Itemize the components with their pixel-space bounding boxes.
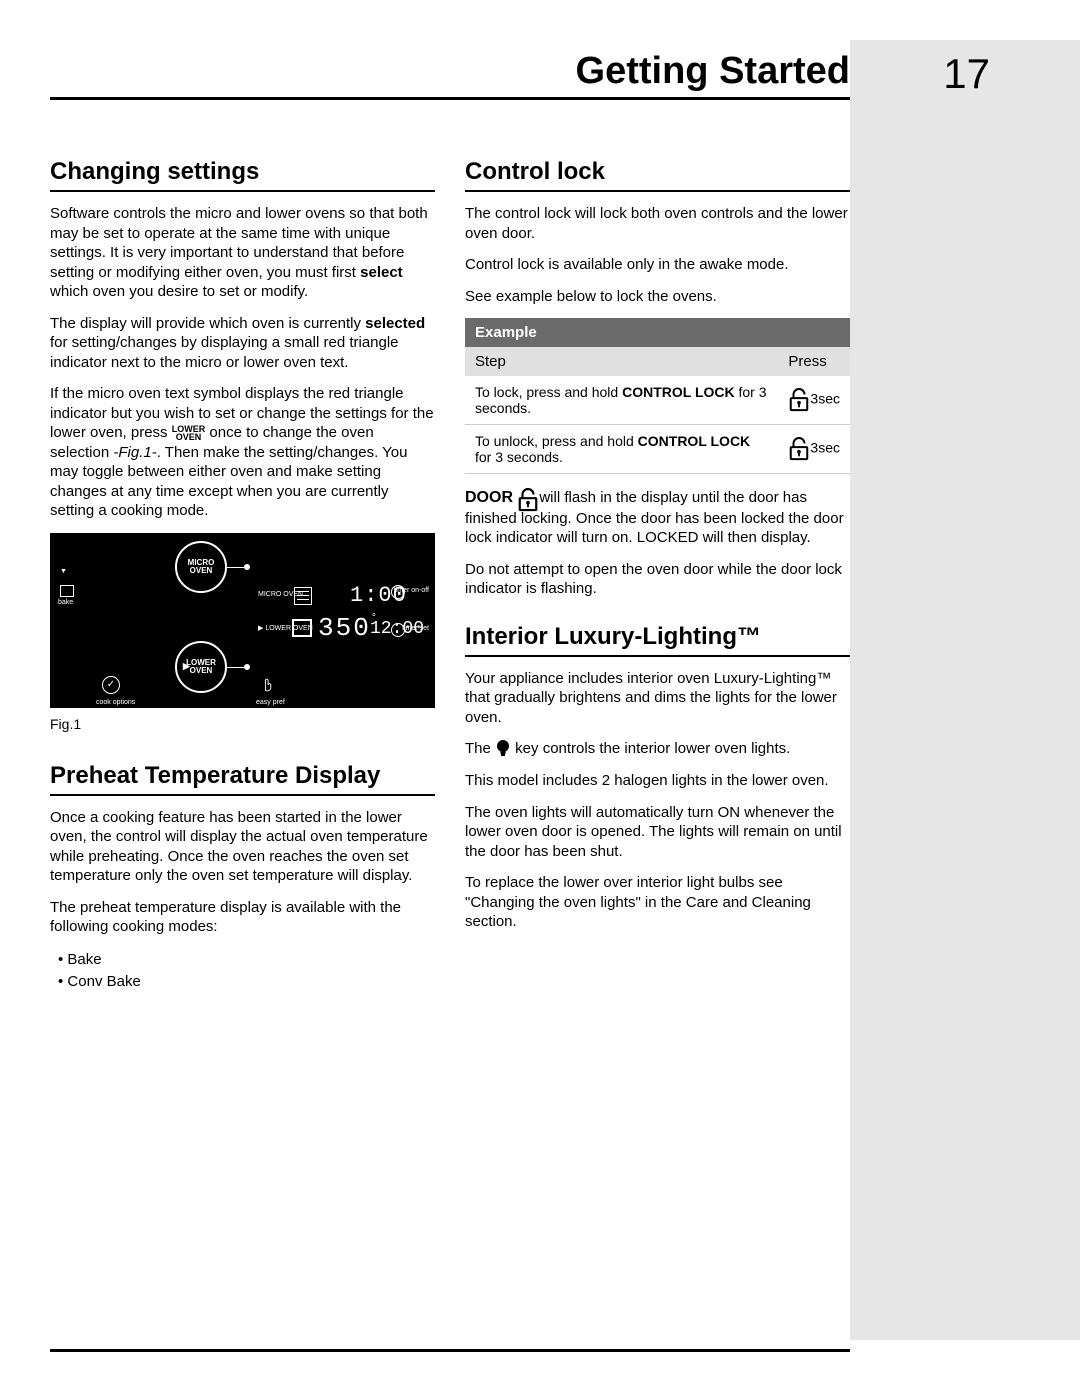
para-preheat-1: Once a cooking feature has been started … — [50, 808, 435, 886]
heading-lighting: Interior Luxury-Lighting™ — [465, 623, 850, 657]
fig-bake-label: ▼ — [60, 568, 67, 575]
bulb-icon — [495, 739, 511, 759]
play-triangle-icon: ▶ — [183, 662, 190, 671]
table-col-press: Press — [778, 347, 850, 376]
para-changing-1: Software controls the micro and lower ov… — [50, 204, 435, 302]
list-item: Bake — [58, 949, 435, 972]
preheat-modes-list: Bake Conv Bake — [50, 949, 435, 994]
fig-timer-set: timer set — [402, 625, 429, 632]
figure-1: MICRO OVEN ▶ LOWER OVEN MICRO OVEN ▶ LOW… — [50, 533, 435, 708]
lower-oven-key-inline: LOWEROVEN — [172, 425, 206, 441]
para-changing-2: The display will provide which oven is c… — [50, 314, 435, 373]
heading-preheat: Preheat Temperature Display — [50, 762, 435, 796]
header-rule — [50, 97, 850, 100]
fig-micro-oven-circle: MICRO OVEN — [175, 541, 227, 593]
para-light-3: This model includes 2 halogen lights in … — [465, 771, 850, 791]
check-icon: ✓ — [102, 676, 120, 694]
lock-icon — [788, 388, 810, 412]
para-changing-3: If the micro oven text symbol displays t… — [50, 384, 435, 521]
clock-icon — [391, 623, 405, 637]
heading-control-lock: Control lock — [465, 158, 850, 192]
page-sidebar — [850, 40, 1080, 1340]
para-preheat-2: The preheat temperature display is avail… — [50, 898, 435, 937]
lock-icon — [517, 488, 535, 508]
para-control-1: The control lock will lock both oven con… — [465, 204, 850, 243]
left-column: Changing settings Software controls the … — [50, 150, 435, 994]
para-light-2: The key controls the interior lower oven… — [465, 739, 850, 759]
heading-changing-settings: Changing settings — [50, 158, 435, 192]
list-item: Conv Bake — [58, 971, 435, 994]
fig-lower-oven-circle: ▶ LOWER OVEN — [175, 641, 227, 693]
footer-rule — [50, 1349, 850, 1352]
para-light-1: Your appliance includes interior oven Lu… — [465, 669, 850, 728]
table-row: To unlock, press and hold CONTROL LOCK f… — [465, 425, 778, 474]
para-door-warn: Do not attempt to open the oven door whi… — [465, 560, 850, 599]
lock-icon-cell: 3sec — [778, 376, 850, 425]
table-col-step: Step — [465, 347, 778, 376]
page-header: Getting Started — [50, 50, 850, 100]
para-light-4: The oven lights will automatically turn … — [465, 803, 850, 862]
para-light-5: To replace the lower over interior light… — [465, 873, 850, 932]
clock-icon — [391, 585, 405, 599]
header-title: Getting Started — [50, 50, 850, 97]
door-label: DOOR — [465, 489, 513, 506]
para-door: DOOR will flash in the display until the… — [465, 488, 850, 548]
lock-icon — [788, 437, 810, 461]
table-header: Example — [465, 318, 850, 347]
para-control-2: Control lock is available only in the aw… — [465, 255, 850, 275]
oven-box-icon — [292, 619, 312, 637]
right-column: Control lock The control lock will lock … — [465, 150, 850, 994]
figure-caption: Fig.1 — [50, 716, 435, 732]
table-row: To lock, press and hold CONTROL LOCK for… — [465, 376, 778, 425]
bake-icon — [60, 585, 74, 597]
example-table: Example Step Press To lock, press and ho… — [465, 318, 850, 474]
lock-icon-cell: 3sec — [778, 425, 850, 474]
hand-icon — [260, 676, 278, 694]
para-control-3: See example below to lock the ovens. — [465, 287, 850, 307]
list-icon — [294, 587, 312, 605]
page-number: 17 — [943, 50, 990, 98]
